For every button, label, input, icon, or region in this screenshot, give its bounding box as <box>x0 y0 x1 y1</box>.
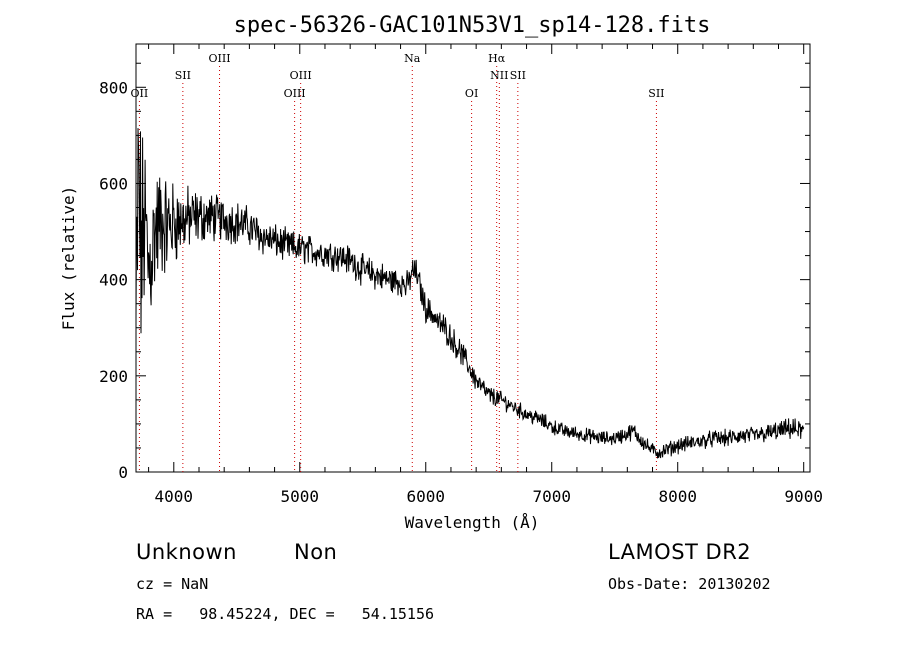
line-marker-label: OI <box>465 87 478 100</box>
spectrum-line <box>135 128 805 459</box>
plot-frame <box>135 43 811 473</box>
y-tick-label: 800 <box>99 78 128 97</box>
y-axis-label: Flux (relative) <box>59 186 78 331</box>
x-tick-label: 6000 <box>406 487 445 506</box>
x-tick-label: 8000 <box>658 487 697 506</box>
line-marker-label: SII <box>648 87 664 100</box>
cz-label: cz = NaN <box>136 575 209 593</box>
line-marker-label: OII <box>131 87 149 100</box>
coordinates-label: RA = 98.45224, DEC = 54.15156 <box>136 605 435 623</box>
line-marker-label: OIII <box>290 69 312 82</box>
subclass-label: Non <box>294 540 338 564</box>
line-marker-label: SII <box>175 69 191 82</box>
x-axis-label: Wavelength (Å) <box>405 513 540 532</box>
line-marker-label: OIII <box>208 52 230 65</box>
line-marker-label: NII <box>490 69 508 82</box>
classification-label: Unknown <box>136 540 237 564</box>
line-marker-label: Hα <box>488 52 506 65</box>
spectrum-chart: spec-56326-GAC101N53V1_sp14-128.fits 0 20… <box>59 13 823 532</box>
obs-date-label: Obs-Date: 20130202 <box>608 575 771 593</box>
y-tick-label: 600 <box>99 174 128 193</box>
survey-label: LAMOST DR2 <box>608 540 752 564</box>
x-tick-label: 5000 <box>281 487 320 506</box>
x-tick-label: 4000 <box>155 487 194 506</box>
y-tick-label: 0 <box>118 463 128 482</box>
y-tick-label: 400 <box>99 271 128 290</box>
y-tick-label: 200 <box>99 367 128 386</box>
line-marker-label: Na <box>404 52 421 65</box>
line-marker-label: OIII <box>284 87 306 100</box>
x-tick-label: 7000 <box>532 487 571 506</box>
chart-title: spec-56326-GAC101N53V1_sp14-128.fits <box>234 13 711 38</box>
y-axis: 0 200 400 600 800 <box>99 62 810 482</box>
x-tick-label: 9000 <box>784 487 823 506</box>
x-axis: 4000 5000 6000 7000 8000 9000 <box>148 44 823 506</box>
line-marker-label: SII <box>510 69 526 82</box>
